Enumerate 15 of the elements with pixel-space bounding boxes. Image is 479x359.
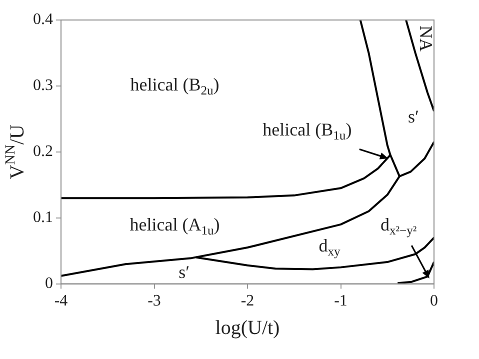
y-tick-label: 0.3 bbox=[33, 77, 53, 94]
annotation: NA bbox=[416, 25, 436, 52]
y-tick-label: 0.1 bbox=[33, 209, 53, 226]
y-tick-label: 0.2 bbox=[33, 143, 53, 160]
x-tick-label: -2 bbox=[240, 292, 254, 310]
annotation: s′ bbox=[178, 262, 190, 282]
x-tick-label: -1 bbox=[334, 292, 348, 310]
x-axis-title: log(U/t) bbox=[215, 317, 280, 340]
x-tick-label: -4 bbox=[54, 292, 68, 310]
y-tick-label: 0 bbox=[45, 275, 53, 292]
y-tick-label: 0.4 bbox=[33, 11, 53, 28]
x-tick-label: 0 bbox=[430, 292, 438, 310]
annotation: s′ bbox=[408, 106, 420, 126]
x-tick-label: -3 bbox=[148, 292, 161, 310]
y-axis-title: VNN/U bbox=[4, 124, 28, 180]
